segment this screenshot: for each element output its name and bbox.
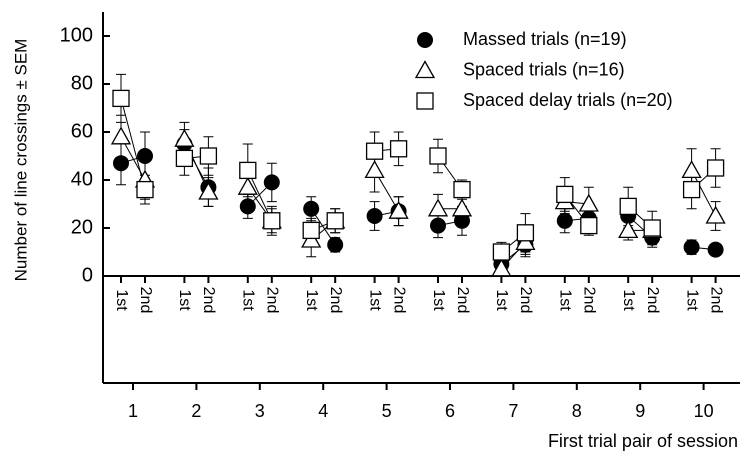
marker xyxy=(706,159,725,177)
legend-marker xyxy=(416,92,434,110)
trial-label: 2nd xyxy=(327,287,344,314)
y-tick-label: 20 xyxy=(71,216,93,238)
marker xyxy=(643,219,661,237)
marker xyxy=(199,147,218,165)
marker xyxy=(263,212,281,230)
marker xyxy=(113,155,129,172)
marker xyxy=(327,236,344,253)
trial-label: 1st xyxy=(620,289,637,311)
marker xyxy=(263,174,280,191)
trial-label: 1st xyxy=(176,289,193,311)
trial-label: 1st xyxy=(366,289,383,311)
trial-label: 2nd xyxy=(200,287,217,314)
trial-label: 2nd xyxy=(137,287,154,314)
legend-label: Spaced trials (n=16) xyxy=(463,59,625,79)
marker xyxy=(618,220,639,239)
trial-label: 2nd xyxy=(264,287,281,314)
trial-label: 1st xyxy=(683,289,700,311)
x-axis-label: First trial pair of session xyxy=(548,431,738,451)
trial-label: 2nd xyxy=(454,287,471,314)
session-label: 2 xyxy=(191,401,201,421)
marker xyxy=(682,180,701,199)
marker xyxy=(175,149,194,168)
marker xyxy=(451,198,473,217)
marker xyxy=(364,160,385,179)
marker xyxy=(239,198,256,215)
marker xyxy=(453,180,471,199)
marker xyxy=(681,160,702,179)
session-label: 4 xyxy=(318,401,328,421)
marker xyxy=(237,176,258,195)
legend-marker xyxy=(414,60,436,79)
marker xyxy=(112,89,130,108)
y-tick-label: 80 xyxy=(71,72,93,94)
marker xyxy=(137,148,153,164)
y-tick-label: 100 xyxy=(60,24,93,46)
session-label: 3 xyxy=(255,401,265,421)
trial-label: 2nd xyxy=(517,287,534,314)
marker xyxy=(174,128,195,147)
marker xyxy=(580,216,598,235)
marker xyxy=(303,200,320,217)
marker xyxy=(366,208,383,224)
marker xyxy=(619,197,637,216)
session-label: 10 xyxy=(694,401,714,421)
marker xyxy=(136,180,154,199)
marker xyxy=(492,243,511,261)
marker xyxy=(302,221,320,240)
trial-label: 2nd xyxy=(644,287,661,314)
trial-label: 1st xyxy=(303,289,320,311)
y-tick-label: 60 xyxy=(71,120,93,142)
session-label: 5 xyxy=(382,401,392,421)
legend-marker xyxy=(417,32,433,48)
marker xyxy=(516,224,535,242)
session-label: 7 xyxy=(508,401,518,421)
trial-label: 2nd xyxy=(581,287,598,314)
marker xyxy=(239,161,257,180)
session-label: 8 xyxy=(572,401,582,421)
marker xyxy=(491,258,512,277)
trial-label: 1st xyxy=(240,289,257,311)
trial-label: 1st xyxy=(113,289,130,311)
session-label: 6 xyxy=(445,401,455,421)
marker xyxy=(705,205,726,224)
marker xyxy=(326,212,344,230)
marker xyxy=(198,181,219,200)
legend-label: Massed trials (n=19) xyxy=(463,29,627,49)
marker xyxy=(707,241,724,258)
marker xyxy=(110,126,132,145)
y-tick-label: 40 xyxy=(71,168,93,190)
trial-label: 1st xyxy=(493,289,510,311)
pair-line xyxy=(120,98,146,190)
y-axis-label: Number of line crossings ± SEM xyxy=(11,39,30,282)
marker xyxy=(427,198,449,217)
marker xyxy=(365,142,384,160)
marker xyxy=(454,212,470,229)
marker xyxy=(388,200,409,219)
marker xyxy=(556,185,574,204)
session-label: 9 xyxy=(635,401,645,421)
marker xyxy=(430,217,446,234)
marker xyxy=(389,140,408,158)
trial-label: 1st xyxy=(557,289,574,311)
trial-label: 1st xyxy=(430,289,447,311)
marker xyxy=(429,147,447,165)
trial-label: 2nd xyxy=(707,287,724,314)
marker xyxy=(683,239,700,256)
y-tick-label: 0 xyxy=(82,264,93,286)
marker xyxy=(578,193,599,212)
session-label: 1 xyxy=(128,401,138,421)
legend-label: Spaced delay trials (n=20) xyxy=(463,90,673,110)
trial-label: 2nd xyxy=(390,287,407,314)
marker xyxy=(556,212,573,229)
